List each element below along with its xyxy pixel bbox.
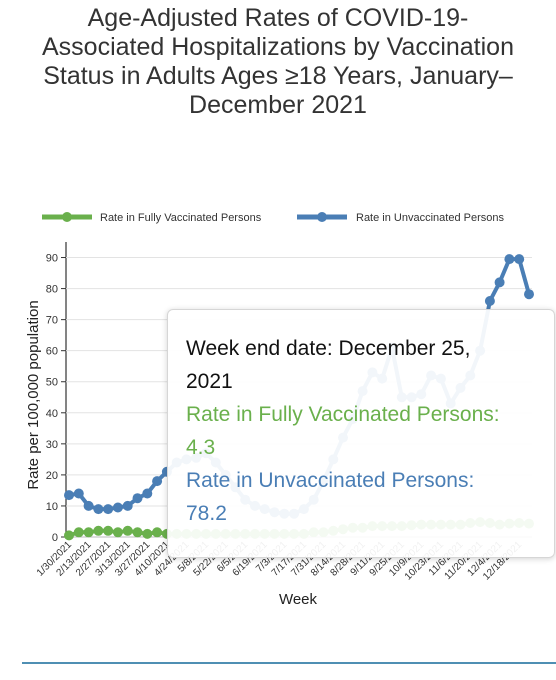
tooltip-date: Week end date: December 25, 2021 bbox=[186, 332, 536, 398]
y-tick-label: 10 bbox=[46, 501, 58, 513]
x-axis-title: Week bbox=[279, 591, 318, 608]
data-point-unvax bbox=[122, 500, 133, 511]
data-point-fully bbox=[83, 527, 94, 538]
legend-label-unvax[interactable]: Rate in Unvaccinated Persons bbox=[356, 212, 504, 224]
tooltip-unvax-label: Rate in Unvaccinated Persons: bbox=[186, 469, 475, 492]
chart-title: Age-Adjusted Rates of COVID-19- Associat… bbox=[0, 4, 556, 120]
chart-title-line: Associated Hospitalizations by Vaccinati… bbox=[41, 33, 514, 61]
data-point-fully bbox=[112, 527, 123, 538]
data-point-unvax bbox=[142, 488, 153, 499]
legend-marker-unvax bbox=[317, 212, 327, 222]
data-point-unvax bbox=[524, 289, 534, 300]
y-axis-title: Rate per 100,000 population bbox=[25, 300, 42, 489]
data-point-fully bbox=[103, 525, 114, 536]
data-point-fully bbox=[132, 527, 143, 538]
y-tick-label: 30 bbox=[46, 439, 58, 451]
y-tick-label: 90 bbox=[46, 253, 58, 265]
legend-marker-fully bbox=[62, 212, 72, 222]
y-tick-label: 50 bbox=[46, 377, 58, 389]
data-point-unvax bbox=[494, 277, 505, 288]
data-point-unvax bbox=[152, 476, 163, 487]
tooltip-unvax-value: 78.2 bbox=[186, 502, 227, 525]
data-point-fully bbox=[152, 527, 163, 538]
tooltip-fully-label: Rate in Fully Vaccinated Persons: bbox=[186, 403, 500, 426]
tooltip-date-year: 2021 bbox=[186, 370, 233, 393]
data-point-fully bbox=[73, 527, 84, 538]
y-tick-label: 0 bbox=[52, 532, 58, 544]
chart-title-line: Status in Adults Ages ≥18 Years, January… bbox=[43, 62, 513, 90]
data-point-unvax bbox=[514, 254, 525, 265]
data-point-unvax bbox=[504, 254, 515, 265]
data-point-unvax bbox=[83, 500, 94, 511]
data-point-fully bbox=[142, 528, 153, 539]
tooltip-fully-vaccinated: Rate in Fully Vaccinated Persons: 4.3 bbox=[186, 398, 536, 464]
legend-label-fully[interactable]: Rate in Fully Vaccinated Persons bbox=[100, 212, 262, 224]
chart-legend: Rate in Fully Vaccinated Persons Rate in… bbox=[42, 212, 504, 224]
y-tick-label: 60 bbox=[46, 346, 58, 358]
tooltip-unvaccinated: Rate in Unvaccinated Persons: 78.2 bbox=[186, 464, 536, 530]
data-point-unvax bbox=[112, 502, 123, 513]
data-tooltip: Week end date: December 25, 2021 Rate in… bbox=[167, 309, 555, 558]
y-tick-label: 70 bbox=[46, 315, 58, 327]
data-point-unvax bbox=[484, 296, 495, 306]
data-point-unvax bbox=[64, 490, 74, 501]
data-point-unvax bbox=[73, 488, 84, 499]
data-point-unvax bbox=[132, 493, 143, 504]
bottom-divider bbox=[22, 662, 556, 664]
data-point-fully bbox=[122, 525, 133, 536]
data-point-unvax bbox=[103, 504, 114, 515]
y-axis-ticks: 0 10 20 30 40 50 60 70 80 90 bbox=[46, 253, 66, 544]
chart-title-line: Age-Adjusted Rates of COVID-19- bbox=[87, 4, 469, 32]
tooltip-fully-value: 4.3 bbox=[186, 436, 216, 459]
data-point-unvax bbox=[93, 504, 104, 515]
y-tick-label: 20 bbox=[46, 470, 58, 482]
tooltip-date-label: Week end date: December 25, bbox=[186, 337, 471, 360]
y-tick-label: 40 bbox=[46, 408, 58, 420]
data-point-fully bbox=[93, 525, 104, 536]
chart-title-line: December 2021 bbox=[189, 91, 367, 119]
y-tick-label: 80 bbox=[46, 284, 58, 296]
data-point-fully bbox=[64, 530, 74, 541]
